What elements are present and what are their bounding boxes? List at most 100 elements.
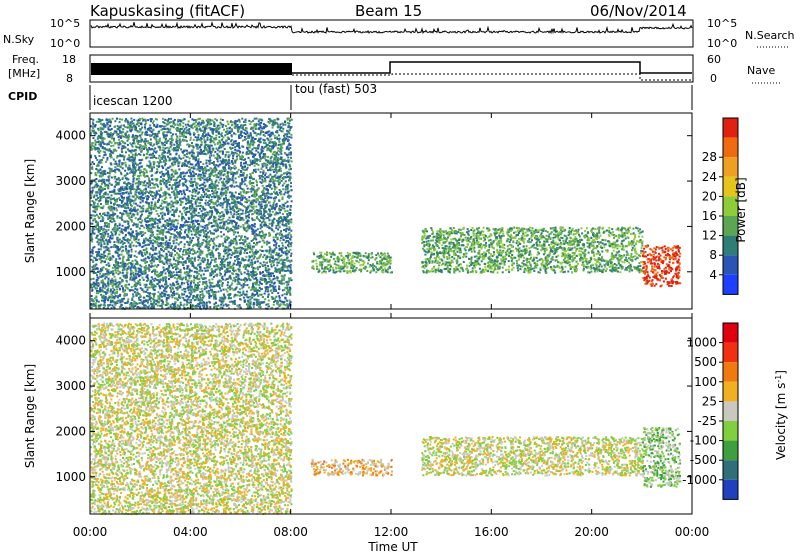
power-cell — [257, 203, 260, 206]
power-cell — [196, 238, 199, 241]
power-cell — [108, 141, 111, 144]
power-cell — [131, 304, 133, 307]
power-cell — [163, 194, 166, 197]
power-cell — [148, 191, 150, 194]
power-cell — [228, 178, 231, 181]
power-cell — [98, 151, 101, 154]
power-cell — [173, 290, 175, 293]
power-cell — [200, 274, 203, 277]
power-cell — [192, 245, 195, 248]
power-cell — [188, 200, 191, 203]
power-cell — [278, 305, 281, 308]
power-cell — [93, 206, 96, 209]
power-cell — [244, 267, 247, 270]
power-cell — [222, 144, 225, 147]
power-cell — [270, 148, 273, 151]
power-cell — [262, 256, 265, 259]
power-cell — [232, 195, 234, 198]
power-cell — [222, 288, 225, 291]
power-cell — [275, 253, 278, 256]
power-cell — [279, 232, 282, 234]
power-cell — [253, 273, 256, 276]
power-cell — [274, 213, 277, 216]
power-cell — [191, 149, 194, 152]
power-cell — [175, 273, 178, 276]
power-cell — [246, 135, 249, 137]
power-cell — [102, 172, 105, 175]
power-cell — [286, 284, 288, 287]
power-cell — [103, 236, 106, 239]
power-cell — [210, 170, 213, 173]
power-cell — [186, 281, 189, 284]
power-cell — [191, 214, 194, 217]
power-cell — [102, 254, 105, 256]
power-cell — [158, 130, 161, 133]
power-cell — [172, 205, 175, 208]
power-cell — [278, 209, 281, 212]
power-cell — [197, 167, 200, 169]
power-cell — [156, 243, 159, 246]
power-cell — [225, 288, 228, 291]
power-cell — [285, 299, 288, 302]
power-cell — [202, 294, 204, 297]
power-cell — [176, 149, 179, 152]
power-cell — [111, 285, 114, 287]
power-cell — [209, 134, 211, 137]
power-cell — [129, 124, 132, 127]
power-cell — [232, 151, 235, 154]
power-cell — [113, 190, 116, 193]
power-cell — [130, 289, 133, 292]
power-cell — [111, 190, 114, 193]
power-cell — [234, 151, 237, 154]
power-cell — [161, 149, 164, 152]
power-cell — [104, 130, 107, 133]
power-cell — [161, 214, 164, 217]
power-cell — [240, 203, 243, 206]
power-cell — [130, 128, 133, 131]
power-cell — [183, 282, 186, 285]
power-cell — [253, 190, 256, 193]
power-cell — [159, 244, 162, 247]
power-cell — [222, 145, 225, 148]
power-cell — [225, 228, 228, 231]
power-cell — [113, 126, 116, 128]
power-cell — [100, 227, 103, 230]
power-cell — [116, 227, 119, 230]
power-cell — [125, 259, 128, 262]
power-cell — [237, 185, 240, 188]
power-cell — [193, 214, 196, 217]
power-cell — [154, 299, 156, 302]
power-cell — [128, 158, 131, 161]
power-cell — [157, 199, 159, 202]
power-cell — [188, 190, 191, 193]
power-cell — [190, 126, 193, 129]
power-cell — [236, 283, 239, 286]
power-cell — [213, 229, 216, 232]
power-cell — [103, 287, 106, 290]
power-cell — [205, 234, 208, 237]
power-cell — [261, 145, 264, 148]
power-cell — [129, 234, 132, 237]
power-cell — [227, 177, 230, 180]
power-cell — [168, 217, 171, 220]
power-cell — [151, 244, 154, 247]
power-cell — [113, 130, 116, 133]
power-cell — [215, 244, 218, 247]
power-cell — [114, 224, 116, 227]
power-cell — [125, 274, 128, 277]
power-cell — [289, 287, 292, 290]
power-cell — [201, 290, 204, 293]
power-cell — [171, 203, 174, 206]
power-cell — [113, 230, 116, 233]
power-cell — [157, 193, 160, 196]
power-cell — [195, 307, 198, 310]
power-cell — [240, 164, 242, 167]
power-cell — [158, 259, 161, 262]
power-cell — [218, 271, 221, 274]
power-cell — [167, 267, 170, 269]
power-cell — [139, 189, 142, 192]
power-cell — [262, 172, 265, 175]
power-cell — [91, 266, 94, 269]
power-cell — [149, 230, 152, 233]
power-cell — [224, 252, 227, 255]
